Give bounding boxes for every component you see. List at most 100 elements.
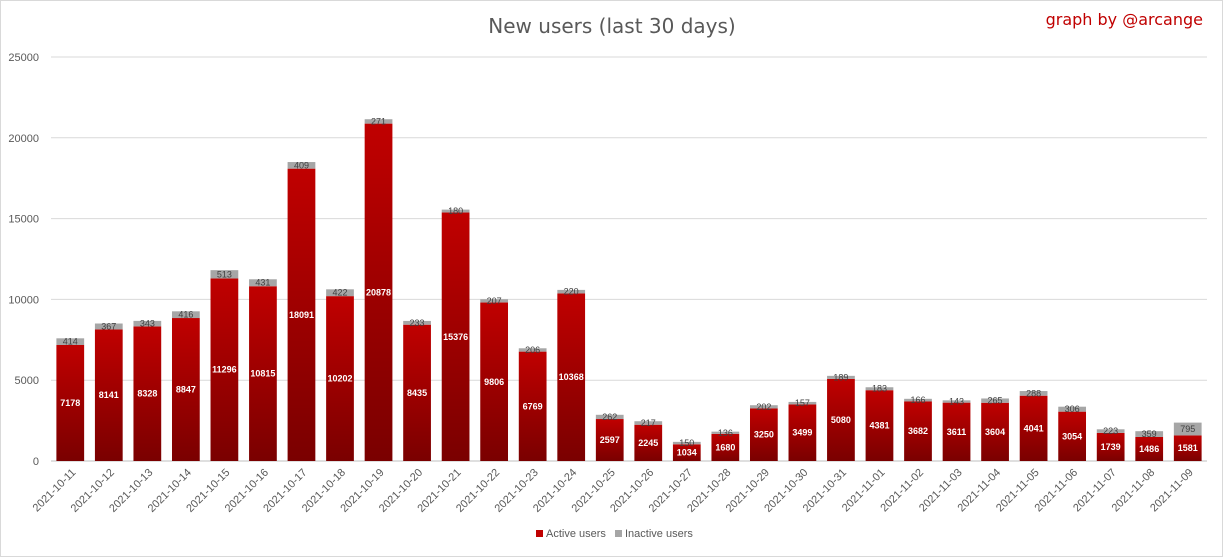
data-label-active: 8141 [99,390,119,400]
bar-active [94,329,123,461]
data-label-inactive: 207 [487,296,502,306]
bar-active [595,419,624,461]
data-label-active: 1739 [1101,442,1121,452]
data-label-active: 2245 [638,438,658,448]
bar-active [1135,436,1164,461]
bar-active [1173,435,1202,461]
data-label-inactive: 157 [795,398,810,408]
y-tick-label: 10000 [8,294,39,306]
bar-active [1019,395,1048,461]
legend-swatch [536,530,543,537]
bar-active [1058,411,1087,461]
bar-inactive [518,348,547,352]
x-axis: 2021-10-112021-10-122021-10-132021-10-14… [31,467,1196,515]
bar-active [403,324,431,461]
y-axis: 0 5000 10000 15000 20000 25000 [8,52,39,468]
bar-inactive [711,431,740,434]
data-label-active: 3611 [947,427,967,437]
data-label-inactive: 189 [833,372,848,382]
chart-credit: graph by @arcange [1046,10,1203,29]
bar-active [749,408,778,461]
data-label-inactive: 409 [294,160,309,170]
data-label-active: 3250 [754,430,774,440]
legend-label: Active users [546,528,606,540]
data-label-inactive: 223 [1103,426,1118,436]
y-tick-label: 25000 [8,52,39,64]
bar-active [788,404,817,461]
bar-inactive [1173,422,1202,436]
data-label-active: 3499 [792,428,812,438]
bar-inactive [1058,406,1087,412]
data-label-inactive: 150 [679,438,694,448]
bar-inactive [557,289,586,294]
data-label-inactive: 166 [910,395,925,405]
data-label-inactive: 265 [988,396,1003,406]
bar-active [942,402,971,461]
y-tick-label: 5000 [15,375,39,387]
bar-active [518,351,547,461]
bar-inactive [133,320,162,327]
data-label-active: 18091 [289,310,314,320]
bar-active [133,326,162,461]
data-label-inactive: 414 [63,337,78,347]
data-label-active: 4381 [869,421,889,431]
data-label-inactive: 513 [217,269,232,279]
bar-active [480,302,509,461]
data-label-inactive: 271 [371,116,386,126]
data-label-inactive: 431 [255,278,270,288]
data-label-inactive: 220 [564,287,579,297]
bar-inactive [981,398,1009,403]
data-label-active: 7178 [60,398,80,408]
legend-label: Inactive users [625,528,693,540]
data-label-active: 3682 [908,426,928,436]
data-label-active: 1680 [715,442,735,452]
chart-title: New users (last 30 days) [488,14,735,38]
data-label-inactive: 795 [1180,424,1195,434]
bar-inactive [1096,429,1125,433]
data-label-inactive: 306 [1065,404,1080,414]
data-label-inactive: 180 [448,206,463,216]
bar-inactive [1135,431,1164,437]
data-label-active: 9806 [484,377,504,387]
data-label-inactive: 217 [641,418,656,428]
bars: 7178 414 8141 367 8328 343 8847 416 11296 513 1081… [56,116,1202,462]
data-label-active: 3604 [985,427,1005,437]
bar-active [441,212,470,461]
bar-inactive [749,405,778,409]
data-label-inactive: 233 [410,318,425,328]
bar-active [981,402,1009,461]
data-label-inactive: 359 [1142,429,1157,439]
data-label-active: 10815 [250,369,275,379]
bar-inactive [403,320,431,325]
data-label-active: 1034 [677,448,697,458]
data-label-active: 6769 [523,401,543,411]
data-label-inactive: 206 [525,345,540,355]
bar-inactive [364,119,393,124]
grid-lines [51,56,1207,462]
data-label-active: 11296 [212,365,237,375]
data-label-active: 10368 [559,372,584,382]
bar-active [865,390,894,461]
data-label-active: 3054 [1062,431,1082,441]
bar-inactive [210,270,239,279]
legend: Active users Inactive users [536,528,693,540]
data-label-active: 15376 [443,332,468,342]
data-label-active: 20878 [366,287,391,297]
y-tick-label: 15000 [8,214,39,226]
data-label-active: 10202 [327,374,352,384]
bar-active [171,318,200,461]
data-label-active: 2597 [600,435,620,445]
bar-active [672,444,701,461]
bar-active [827,378,855,461]
data-label-inactive: 422 [332,288,347,298]
data-label-active: 4041 [1024,423,1044,433]
bar-inactive [788,401,817,405]
bar-active [249,286,277,461]
data-label-inactive: 416 [178,310,193,320]
bar-inactive [827,375,855,379]
bar-inactive [480,299,509,303]
bar-inactive [94,323,123,330]
bar-active [634,424,663,461]
